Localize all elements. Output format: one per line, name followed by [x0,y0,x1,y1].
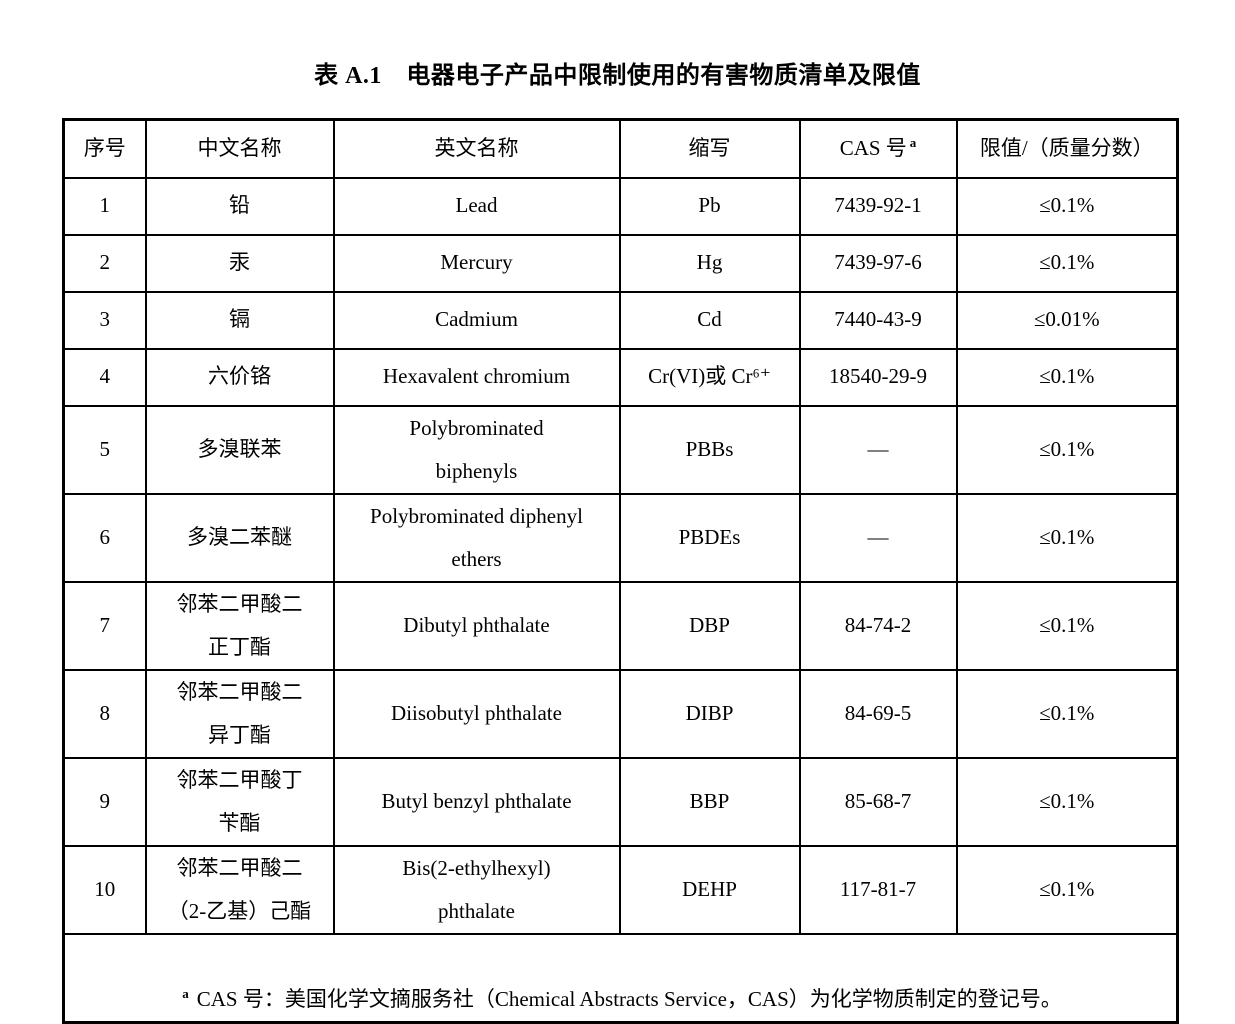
cell-chinese-name: 多溴联苯 [144,404,335,495]
header-chinese-name: 中文名称 [144,118,335,179]
cell-english-name: Butyl benzyl phthalate [332,756,621,847]
cell-abbreviation: Cr(VI)或 Cr⁶⁺ [618,347,801,407]
cell-english-name: Bis(2-ethylhexyl) phthalate [332,844,621,936]
cell-no: 4 [62,347,147,407]
cell-chinese-name: 邻苯二甲酸丁 苄酯 [144,756,335,847]
table-row: 3 镉 Cadmium Cd 7440-43-9 ≤0.01% [62,290,1179,350]
cell-cas: 18540-29-9 [798,347,958,407]
cas-footnote-marker: a [909,135,917,151]
cell-limit: ≤0.1% [955,844,1179,936]
footnote-cell: a CAS 号：美国化学文摘服务社（Chemical Abstracts Serv… [62,933,1179,1024]
cell-limit: ≤0.1% [955,756,1179,847]
table-title: 表 A.1 电器电子产品中限制使用的有害物质清单及限值 [314,63,921,89]
table-row: 5 多溴联苯 Polybrominated biphenyls PBBs — ≤… [62,404,1179,495]
footnote-marker: a [182,986,189,1002]
cell-no: 3 [62,290,147,350]
header-english-name: 英文名称 [332,118,621,179]
cell-no: 7 [62,580,147,671]
cell-cas: 117-81-7 [798,844,958,936]
header-limit: 限值/（质量分数） [955,118,1179,179]
table-row: 2 汞 Mercury Hg 7439-97-6 ≤0.1% [62,233,1179,293]
cell-abbreviation: DEHP [618,844,801,936]
cell-chinese-name: 铅 [144,176,335,236]
cell-limit: ≤0.1% [955,176,1179,236]
cell-chinese-name: 邻苯二甲酸二 （2-乙基）己酯 [144,844,335,936]
table-row: 4 六价铬 Hexavalent chromium Cr(VI)或 Cr⁶⁺ 1… [62,347,1179,407]
cell-english-name: Hexavalent chromium [332,347,621,407]
cell-limit: ≤0.1% [955,233,1179,293]
cell-cas: 84-74-2 [798,580,958,671]
cell-abbreviation: Cd [618,290,801,350]
cell-chinese-name: 邻苯二甲酸二 异丁酯 [144,668,335,759]
cell-no: 10 [62,844,147,936]
cell-abbreviation: PBBs [618,404,801,495]
cell-abbreviation: Pb [618,176,801,236]
cell-abbreviation: Hg [618,233,801,293]
cell-limit: ≤0.1% [955,404,1179,495]
cell-english-name: Dibutyl phthalate [332,580,621,671]
cell-no: 1 [62,176,147,236]
footnote-text: CAS 号：美国化学文摘服务社（Chemical Abstracts Servi… [196,987,1062,1012]
cell-no: 6 [62,492,147,583]
cell-abbreviation: DBP [618,580,801,671]
cell-cas: 7440-43-9 [798,290,958,350]
cell-cas: 7439-92-1 [798,176,958,236]
cell-no: 2 [62,233,147,293]
cell-english-name: Polybrominated biphenyls [332,404,621,495]
footnote-row: a CAS 号：美国化学文摘服务社（Chemical Abstracts Serv… [62,933,1179,1024]
cell-no: 5 [62,404,147,495]
cell-cas: 84-69-5 [798,668,958,759]
cell-cas: — [798,492,958,583]
cell-limit: ≤0.1% [955,668,1179,759]
cell-english-name: Polybrominated diphenyl ethers [332,492,621,583]
table-row: 7 邻苯二甲酸二 正丁酯 Dibutyl phthalate DBP 84-74… [62,580,1179,671]
cell-chinese-name: 汞 [144,233,335,293]
cell-cas: 85-68-7 [798,756,958,847]
cell-no: 8 [62,668,147,759]
cell-abbreviation: BBP [618,756,801,847]
table-row: 10 邻苯二甲酸二 （2-乙基）己酯 Bis(2-ethylhexyl) pht… [62,844,1179,936]
cell-english-name: Diisobutyl phthalate [332,668,621,759]
cell-limit: ≤0.01% [955,290,1179,350]
cell-chinese-name: 邻苯二甲酸二 正丁酯 [144,580,335,671]
cell-limit: ≤0.1% [955,347,1179,407]
cell-abbreviation: PBDEs [618,492,801,583]
header-no: 序号 [62,118,147,179]
table-row: 8 邻苯二甲酸二 异丁酯 Diisobutyl phthalate DIBP 8… [62,668,1179,759]
cell-english-name: Lead [332,176,621,236]
table-row: 9 邻苯二甲酸丁 苄酯 Butyl benzyl phthalate BBP 8… [62,756,1179,847]
cell-limit: ≤0.1% [955,580,1179,671]
cell-abbreviation: DIBP [618,668,801,759]
cell-cas: — [798,404,958,495]
cell-chinese-name: 多溴二苯醚 [144,492,335,583]
cell-english-name: Mercury [332,233,621,293]
table-row: 6 多溴二苯醚 Polybrominated diphenyl ethers P… [62,492,1179,583]
table-row: 1 铅 Lead Pb 7439-92-1 ≤0.1% [62,176,1179,236]
cell-chinese-name: 镉 [144,290,335,350]
cell-limit: ≤0.1% [955,492,1179,583]
cell-cas: 7439-97-6 [798,233,958,293]
header-abbreviation: 缩写 [618,118,801,179]
header-cas-label: CAS 号 [839,136,907,161]
cell-english-name: Cadmium [332,290,621,350]
cell-no: 9 [62,756,147,847]
cell-chinese-name: 六价铬 [144,347,335,407]
